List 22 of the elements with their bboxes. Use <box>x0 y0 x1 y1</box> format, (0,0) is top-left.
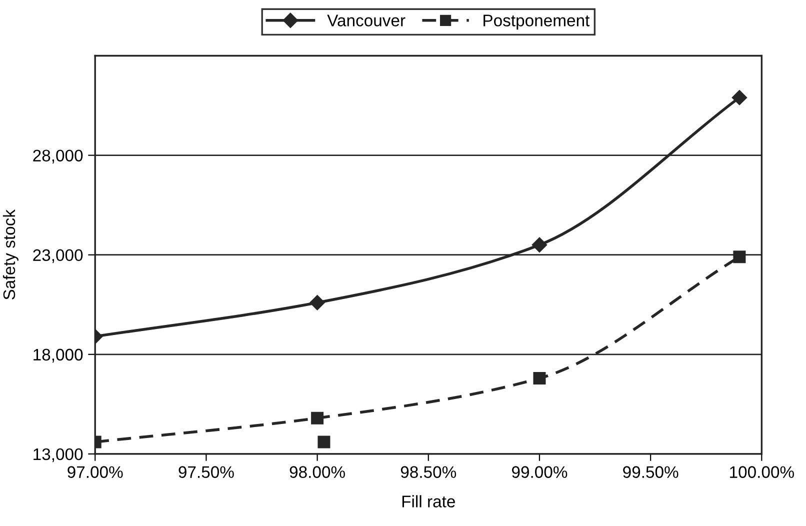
point <box>733 250 746 264</box>
y-tick-label: 18,000 <box>34 348 83 363</box>
y-tick-label: 28,000 <box>33 150 83 164</box>
point <box>318 436 330 448</box>
x-tick-label: 99.50% <box>623 466 678 478</box>
x-tick-label: 100.00% <box>730 466 794 478</box>
y-axis-title: Safety stock <box>2 209 18 300</box>
y-tick-label: 13,000 <box>34 448 83 462</box>
point <box>732 90 748 106</box>
legend-label: Vancouver <box>327 14 406 26</box>
x-axis-title: Fill rate <box>402 495 455 508</box>
x-tick-label: 97.50% <box>178 466 234 478</box>
x-tick-label: 98.50% <box>400 466 456 478</box>
point <box>310 295 325 310</box>
point <box>311 412 324 424</box>
y-tick-label: 23,000 <box>33 249 83 264</box>
legend-label: Postponement <box>484 14 590 30</box>
x-tick-label: 97.00% <box>68 466 123 478</box>
x-tick-label: 98.00% <box>290 466 345 478</box>
x-tick-label: 99.00% <box>512 466 568 478</box>
point <box>532 237 548 252</box>
point <box>533 372 546 385</box>
